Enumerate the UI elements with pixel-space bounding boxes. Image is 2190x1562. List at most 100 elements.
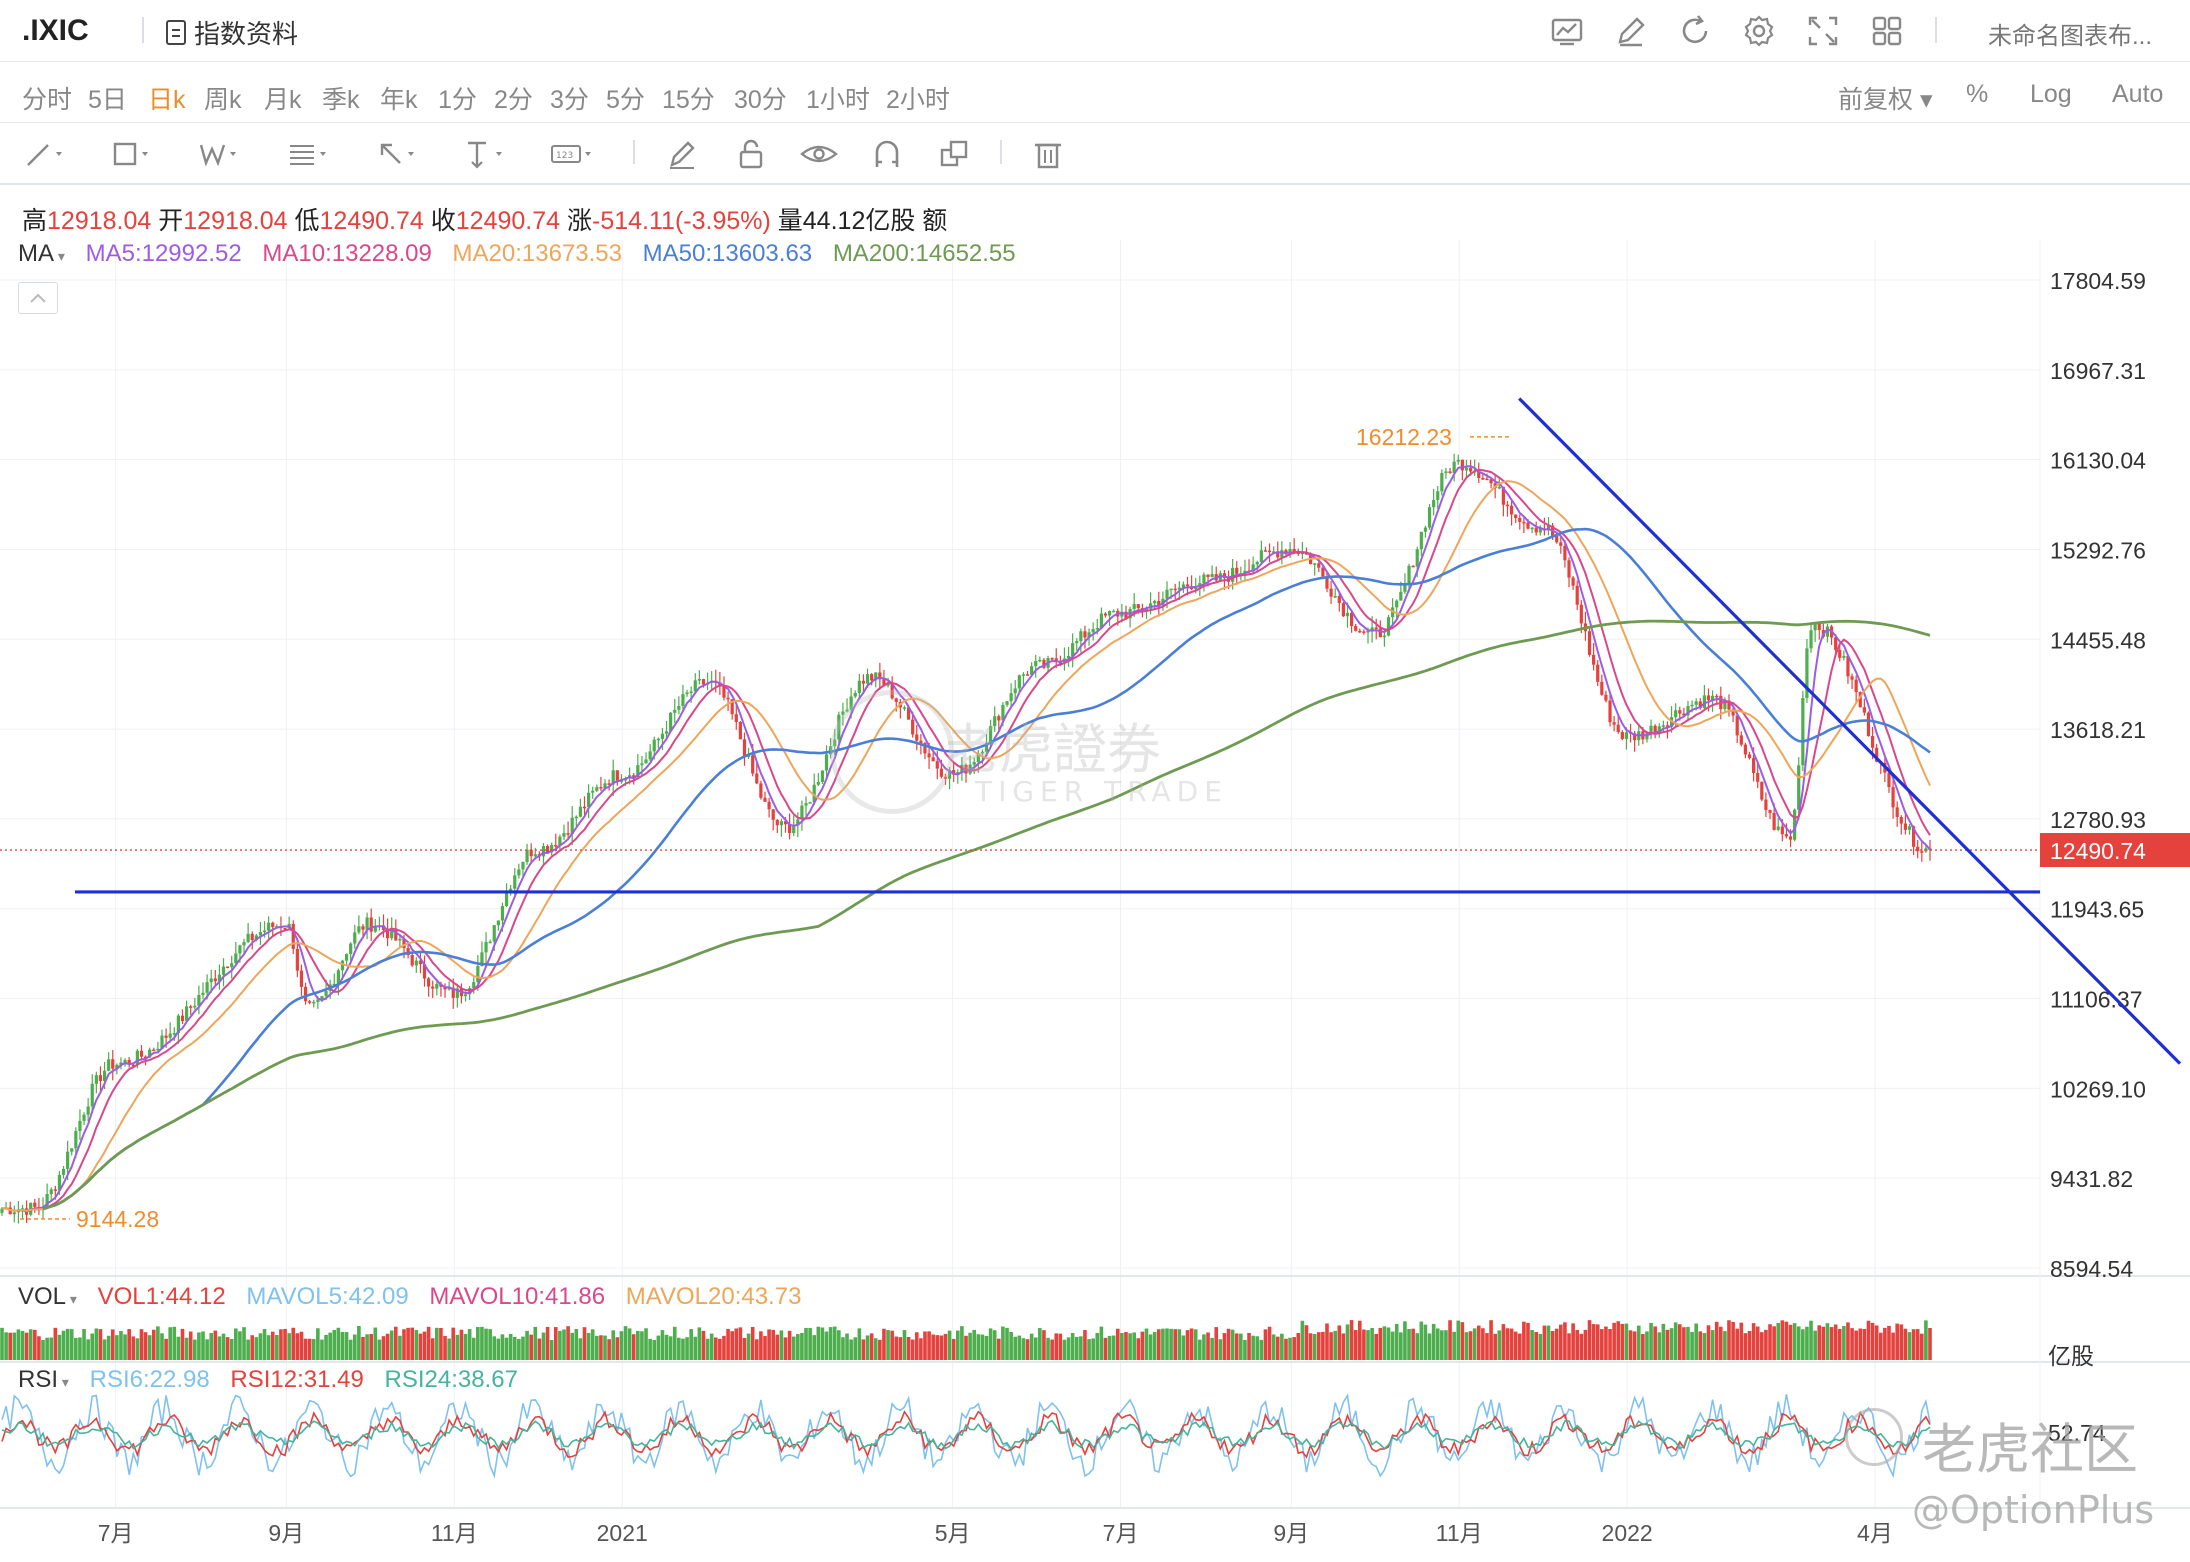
candle: [1497, 486, 1501, 489]
volume-bar: [238, 1331, 242, 1360]
eye-icon[interactable]: [796, 135, 842, 173]
volume-bar: [377, 1339, 382, 1360]
volume-bar: [303, 1338, 308, 1360]
rsi-dropdown-icon[interactable]: ▾: [58, 1374, 69, 1390]
candle: [574, 816, 578, 819]
period-tab[interactable]: 2分: [494, 86, 533, 114]
pattern-tool-icon[interactable]: [196, 135, 242, 173]
volume-bar: [1435, 1328, 1440, 1360]
rectangle-tool-icon[interactable]: [108, 135, 154, 173]
volume-bar: [1497, 1330, 1502, 1360]
period-tab[interactable]: 15分: [662, 86, 715, 114]
period-tab[interactable]: 日k: [148, 86, 186, 114]
candle: [213, 978, 217, 982]
candle: [119, 1062, 123, 1065]
candle: [1489, 479, 1493, 484]
candle: [820, 770, 825, 782]
period-tab[interactable]: 季k: [322, 86, 360, 114]
svg-text:123: 123: [556, 151, 573, 161]
candle: [1706, 695, 1711, 701]
volume-bar: [1493, 1333, 1497, 1360]
volume-bar: [767, 1329, 771, 1360]
candle: [488, 941, 492, 944]
candle: [783, 821, 788, 825]
rsi-indicator-name[interactable]: RSI: [18, 1366, 59, 1393]
layout-grid-icon[interactable]: [1868, 12, 1906, 50]
candle: [1272, 551, 1276, 553]
fibonacci-tool-icon[interactable]: [284, 135, 330, 173]
x-axis-label: 11月: [431, 1520, 478, 1546]
volume-bar: [443, 1335, 447, 1360]
volume-bar: [1706, 1325, 1711, 1360]
period-tab[interactable]: 周k: [204, 86, 242, 114]
symbol-label[interactable]: .IXIC: [22, 14, 89, 47]
candle: [230, 963, 234, 968]
candle: [468, 988, 472, 995]
line-tool-icon[interactable]: [22, 135, 68, 173]
period-tab[interactable]: 分时: [22, 86, 73, 114]
volume-bar: [1243, 1339, 1247, 1360]
volume-bar: [33, 1329, 37, 1360]
resistance-trendline: [1518, 397, 2182, 1065]
volume-bar: [1161, 1328, 1165, 1360]
candle: [792, 825, 796, 834]
volume-bar: [1710, 1330, 1715, 1360]
vol-indicator-name[interactable]: VOL: [18, 1283, 67, 1310]
period-tab[interactable]: 1分: [438, 86, 477, 114]
volume-bar: [316, 1328, 320, 1360]
ma-indicator-name[interactable]: MA: [18, 240, 54, 267]
period-tab[interactable]: 5日: [88, 86, 127, 114]
pen-tool-icon[interactable]: [660, 135, 706, 173]
community-watermark: 老虎社区: [1922, 1418, 2138, 1481]
volume-bar: [726, 1328, 730, 1360]
candle: [1079, 631, 1083, 642]
period-tab[interactable]: 年k: [380, 86, 418, 114]
ma-dropdown-icon[interactable]: ▾: [54, 248, 65, 264]
clone-icon[interactable]: [932, 135, 978, 173]
candle: [972, 762, 976, 765]
ma5-line: [1, 465, 1931, 1213]
indicator-icon[interactable]: [1548, 12, 1586, 50]
percent-toggle[interactable]: %: [1966, 80, 1989, 108]
volume-bar: [344, 1332, 349, 1360]
candle: [209, 978, 213, 983]
settings-icon[interactable]: [1740, 12, 1778, 50]
period-tab[interactable]: 3分: [550, 86, 589, 114]
layout-name-dropdown[interactable]: 未命名图表布...: [1987, 23, 2152, 50]
candle: [1715, 695, 1719, 698]
volume-bar: [37, 1336, 41, 1360]
price-range-tool-icon[interactable]: [460, 135, 506, 173]
volume-bar: [984, 1336, 989, 1360]
volume-bar: [1522, 1321, 1526, 1360]
candle: [816, 781, 820, 785]
auto-toggle[interactable]: Auto: [2112, 80, 2164, 108]
period-tab[interactable]: 2小时: [886, 86, 950, 114]
volume-bar: [951, 1338, 956, 1360]
period-tab[interactable]: 30分: [734, 86, 787, 114]
edit-icon[interactable]: [1612, 12, 1650, 50]
arrow-tool-icon[interactable]: [372, 135, 418, 173]
adjust-dropdown[interactable]: 前复权 ▾: [1838, 86, 1933, 114]
period-tab[interactable]: 月k: [264, 86, 302, 114]
max-price-annotation: 16212.23: [1356, 424, 1452, 450]
trash-icon[interactable]: [1025, 135, 1071, 173]
candle: [1592, 654, 1596, 665]
volume-bar: [1874, 1325, 1879, 1360]
log-toggle[interactable]: Log: [2030, 80, 2072, 108]
period-tab[interactable]: 1小时: [806, 86, 870, 114]
refresh-icon[interactable]: [1676, 12, 1714, 50]
lock-icon[interactable]: [728, 135, 774, 173]
period-tab[interactable]: 5分: [606, 86, 645, 114]
candle: [447, 987, 451, 990]
index-info-button[interactable]: 指数资料: [166, 14, 298, 51]
label-tool-icon[interactable]: 123: [548, 135, 594, 173]
magnet-icon[interactable]: [864, 135, 910, 173]
fullscreen-icon[interactable]: [1804, 12, 1842, 50]
candle: [1099, 613, 1103, 629]
candle: [1452, 461, 1456, 474]
collapse-legend-button[interactable]: [18, 282, 58, 314]
vol-dropdown-icon[interactable]: ▾: [66, 1291, 77, 1307]
candle: [1538, 528, 1542, 533]
candle: [504, 892, 509, 907]
